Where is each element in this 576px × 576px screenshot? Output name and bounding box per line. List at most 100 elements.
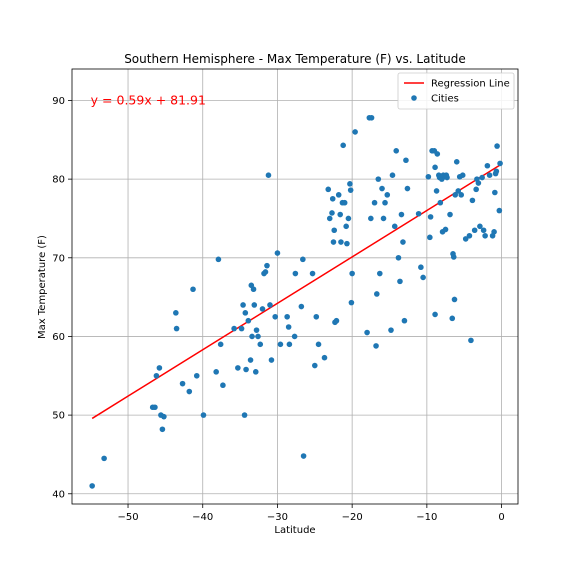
x-axis-ticks: −50 −40 −30 −20 −10 0	[117, 504, 505, 523]
data-point	[101, 455, 107, 462]
data-point	[325, 186, 332, 193]
data-point	[374, 291, 380, 297]
data-point	[475, 180, 482, 186]
data-point	[243, 366, 249, 373]
data-point	[347, 181, 353, 187]
data-point	[235, 365, 241, 371]
x-tick-label: −10	[416, 512, 437, 523]
data-point	[231, 325, 237, 332]
data-point	[477, 223, 483, 230]
data-point	[455, 188, 462, 194]
data-point	[388, 327, 394, 333]
chart-title: Southern Hemisphere - Max Temperature (F…	[124, 52, 466, 66]
data-point	[462, 236, 469, 242]
data-point	[220, 382, 226, 389]
data-point	[179, 380, 186, 387]
data-point	[247, 357, 254, 363]
data-point	[380, 215, 387, 222]
data-point	[449, 315, 456, 322]
data-point	[434, 151, 441, 157]
x-tick-label: 0	[498, 512, 504, 523]
data-point	[425, 173, 432, 180]
data-point	[193, 372, 200, 379]
data-point	[257, 341, 264, 348]
legend-cities-swatch	[411, 95, 417, 101]
data-point	[321, 354, 328, 361]
data-point	[255, 333, 261, 340]
data-point	[382, 199, 388, 206]
data-point	[391, 223, 398, 230]
data-point	[395, 254, 402, 261]
data-point	[437, 199, 444, 206]
data-point	[349, 270, 355, 277]
data-point	[159, 426, 166, 433]
legend-regression-label: Regression Line	[431, 79, 510, 90]
x-axis-label: Latitude	[274, 525, 315, 536]
data-point	[479, 174, 485, 181]
data-point	[486, 172, 493, 178]
data-point	[309, 270, 316, 277]
y-axis-ticks: 40 50 60 70 80 90	[52, 96, 72, 500]
data-point	[494, 143, 500, 149]
data-point	[156, 365, 163, 371]
data-point	[265, 172, 272, 178]
data-point	[469, 197, 476, 204]
data-point	[453, 159, 460, 165]
plot-frame	[71, 68, 519, 505]
data-point	[215, 256, 222, 263]
y-tick-label: 80	[52, 175, 65, 186]
y-tick-label: 60	[52, 332, 65, 343]
data-point	[397, 278, 403, 285]
data-point	[277, 341, 284, 348]
data-point	[432, 311, 438, 318]
data-point	[427, 234, 433, 241]
data-point	[298, 303, 305, 310]
data-point	[149, 404, 156, 411]
data-point	[311, 362, 318, 369]
data-point	[492, 189, 498, 196]
x-tick-label: −40	[192, 512, 213, 523]
data-point	[329, 210, 335, 216]
data-point	[447, 211, 453, 218]
data-point	[345, 215, 352, 222]
data-point	[432, 164, 438, 171]
y-tick-label: 40	[52, 489, 65, 500]
data-point	[272, 313, 279, 320]
legend-cities-label: Cities	[431, 94, 459, 105]
data-point	[473, 186, 479, 193]
data-point	[373, 343, 379, 349]
data-point	[459, 172, 466, 178]
regression-line	[91, 164, 501, 420]
data-point	[217, 341, 224, 348]
data-point	[444, 174, 450, 181]
data-point	[259, 306, 266, 312]
data-point	[274, 250, 281, 256]
data-point	[89, 483, 95, 489]
data-point	[331, 227, 338, 234]
data-point	[442, 226, 449, 233]
data-point	[326, 215, 333, 222]
data-point	[371, 199, 378, 206]
data-point	[379, 185, 385, 192]
data-point	[173, 310, 179, 316]
data-point	[264, 262, 270, 269]
data-point	[471, 227, 478, 234]
y-axis-label: Max Temperature (F)	[37, 235, 48, 339]
data-point	[344, 240, 350, 247]
y-tick-label: 70	[52, 253, 65, 264]
data-point	[300, 256, 306, 263]
data-point	[161, 413, 167, 420]
y-tick-label: 50	[52, 411, 65, 422]
data-point	[352, 129, 358, 135]
data-point	[427, 214, 434, 220]
data-point	[466, 232, 473, 239]
data-point	[415, 210, 422, 217]
data-point	[338, 239, 344, 245]
data-point	[330, 239, 337, 245]
data-point	[384, 192, 391, 198]
data-point	[313, 313, 320, 320]
y-tick-label: 90	[52, 96, 65, 107]
data-point	[404, 185, 411, 192]
data-points	[89, 114, 503, 489]
